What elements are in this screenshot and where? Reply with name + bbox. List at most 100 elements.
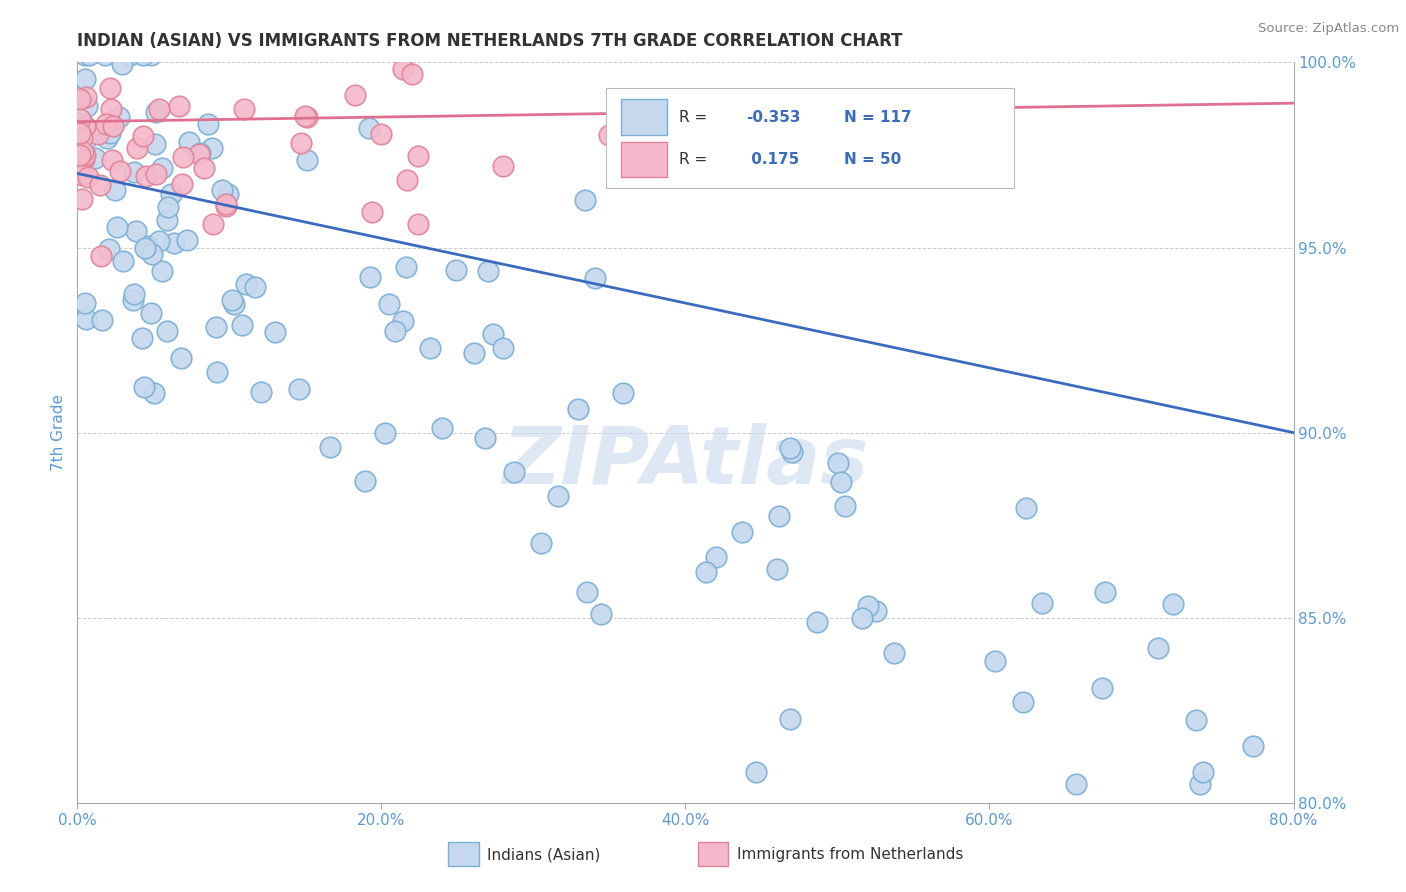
Point: [406, 149, 429, 163]
Point: [143, 137, 166, 152]
Point: [1184, 713, 1206, 727]
Point: [160, 187, 183, 202]
Point: [77, 48, 100, 62]
Point: [290, 136, 312, 150]
Point: [419, 341, 441, 355]
Point: [374, 426, 396, 441]
Point: [89, 178, 111, 193]
Point: [76, 99, 98, 113]
Point: [75, 132, 97, 146]
Point: [136, 239, 159, 253]
Point: [806, 615, 828, 629]
Point: [121, 293, 143, 307]
Point: [177, 136, 200, 150]
Point: [231, 318, 253, 333]
Point: [156, 213, 179, 227]
Point: [69, 112, 91, 126]
Text: N = 50: N = 50: [844, 152, 901, 167]
Point: [408, 218, 430, 232]
Point: [73, 48, 96, 62]
Point: [730, 525, 752, 540]
Point: [233, 102, 256, 116]
Point: [1015, 501, 1038, 516]
Text: INDIAN (ASIAN) VS IMMIGRANTS FROM NETHERLANDS 7TH GRADE CORRELATION CHART: INDIAN (ASIAN) VS IMMIGRANTS FROM NETHER…: [77, 32, 903, 50]
Point: [319, 440, 342, 454]
Point: [94, 48, 117, 62]
Point: [105, 220, 128, 235]
Point: [830, 475, 852, 490]
Point: [172, 150, 194, 164]
Point: [474, 431, 496, 445]
Point: [1094, 585, 1116, 599]
Point: [127, 141, 149, 155]
Point: [401, 67, 423, 81]
Point: [377, 297, 399, 311]
Point: [73, 153, 96, 167]
Point: [122, 165, 145, 179]
Point: [780, 445, 803, 459]
Point: [359, 269, 381, 284]
Point: [75, 120, 97, 134]
Point: [765, 562, 787, 576]
FancyBboxPatch shape: [621, 99, 668, 135]
Point: [132, 129, 155, 144]
Point: [430, 421, 453, 435]
Point: [1031, 596, 1053, 610]
FancyBboxPatch shape: [449, 842, 478, 866]
Point: [156, 324, 179, 338]
Point: [503, 465, 526, 479]
Point: [827, 456, 849, 470]
Point: [134, 241, 156, 255]
Point: [354, 474, 377, 488]
Point: [834, 499, 856, 513]
Point: [170, 351, 193, 365]
Point: [104, 183, 127, 197]
Point: [69, 158, 91, 172]
Point: [865, 605, 887, 619]
Point: [167, 99, 190, 113]
Point: [214, 196, 236, 211]
Point: [235, 277, 257, 291]
Point: [984, 654, 1007, 668]
Point: [148, 234, 170, 248]
Point: [395, 260, 418, 274]
Point: [567, 402, 589, 417]
Point: [139, 306, 162, 320]
Point: [477, 263, 499, 277]
Point: [120, 48, 142, 62]
Point: [101, 153, 124, 167]
Point: [883, 646, 905, 660]
Point: [86, 127, 108, 141]
Point: [344, 88, 367, 103]
Point: [704, 549, 727, 564]
Point: [98, 80, 121, 95]
Point: [172, 178, 194, 192]
Text: ZIPAtlas: ZIPAtlas: [502, 423, 869, 501]
Point: [193, 161, 215, 175]
Point: [245, 280, 267, 294]
Point: [357, 121, 380, 136]
Point: [69, 93, 91, 107]
Point: [211, 183, 233, 197]
Point: [70, 131, 93, 145]
Text: N = 117: N = 117: [844, 110, 911, 125]
Point: [73, 296, 96, 310]
Text: Immigrants from Netherlands: Immigrants from Netherlands: [737, 847, 963, 863]
Point: [360, 205, 382, 219]
Point: [250, 385, 273, 400]
Point: [205, 365, 228, 379]
Point: [101, 119, 124, 133]
Point: [72, 145, 94, 159]
Point: [1011, 696, 1033, 710]
FancyBboxPatch shape: [621, 142, 668, 178]
Point: [135, 169, 157, 183]
Point: [221, 293, 243, 307]
Text: Indians (Asian): Indians (Asian): [488, 847, 600, 863]
Text: R =: R =: [679, 152, 713, 167]
Point: [145, 168, 167, 182]
Point: [139, 48, 162, 62]
Point: [122, 286, 145, 301]
Point: [73, 72, 96, 87]
Point: [90, 313, 112, 327]
Point: [264, 326, 287, 340]
